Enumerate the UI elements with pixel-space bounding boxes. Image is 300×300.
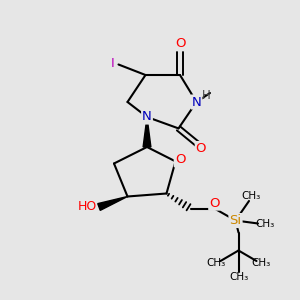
Text: CH₃: CH₃	[241, 191, 260, 201]
Text: N: N	[192, 95, 201, 109]
Text: CH₃: CH₃	[229, 272, 248, 282]
Polygon shape	[98, 196, 127, 210]
Text: N: N	[142, 110, 152, 124]
Text: O: O	[196, 142, 206, 155]
Text: Si: Si	[230, 214, 242, 227]
Text: O: O	[175, 153, 185, 167]
Text: O: O	[175, 37, 185, 50]
Text: O: O	[209, 196, 220, 210]
Text: CH₃: CH₃	[255, 219, 274, 229]
Polygon shape	[143, 117, 151, 147]
Text: H: H	[202, 89, 211, 102]
Text: HO: HO	[78, 200, 97, 214]
Text: I: I	[111, 56, 115, 70]
Text: CH₃: CH₃	[251, 258, 271, 268]
Text: CH₃: CH₃	[206, 258, 226, 268]
